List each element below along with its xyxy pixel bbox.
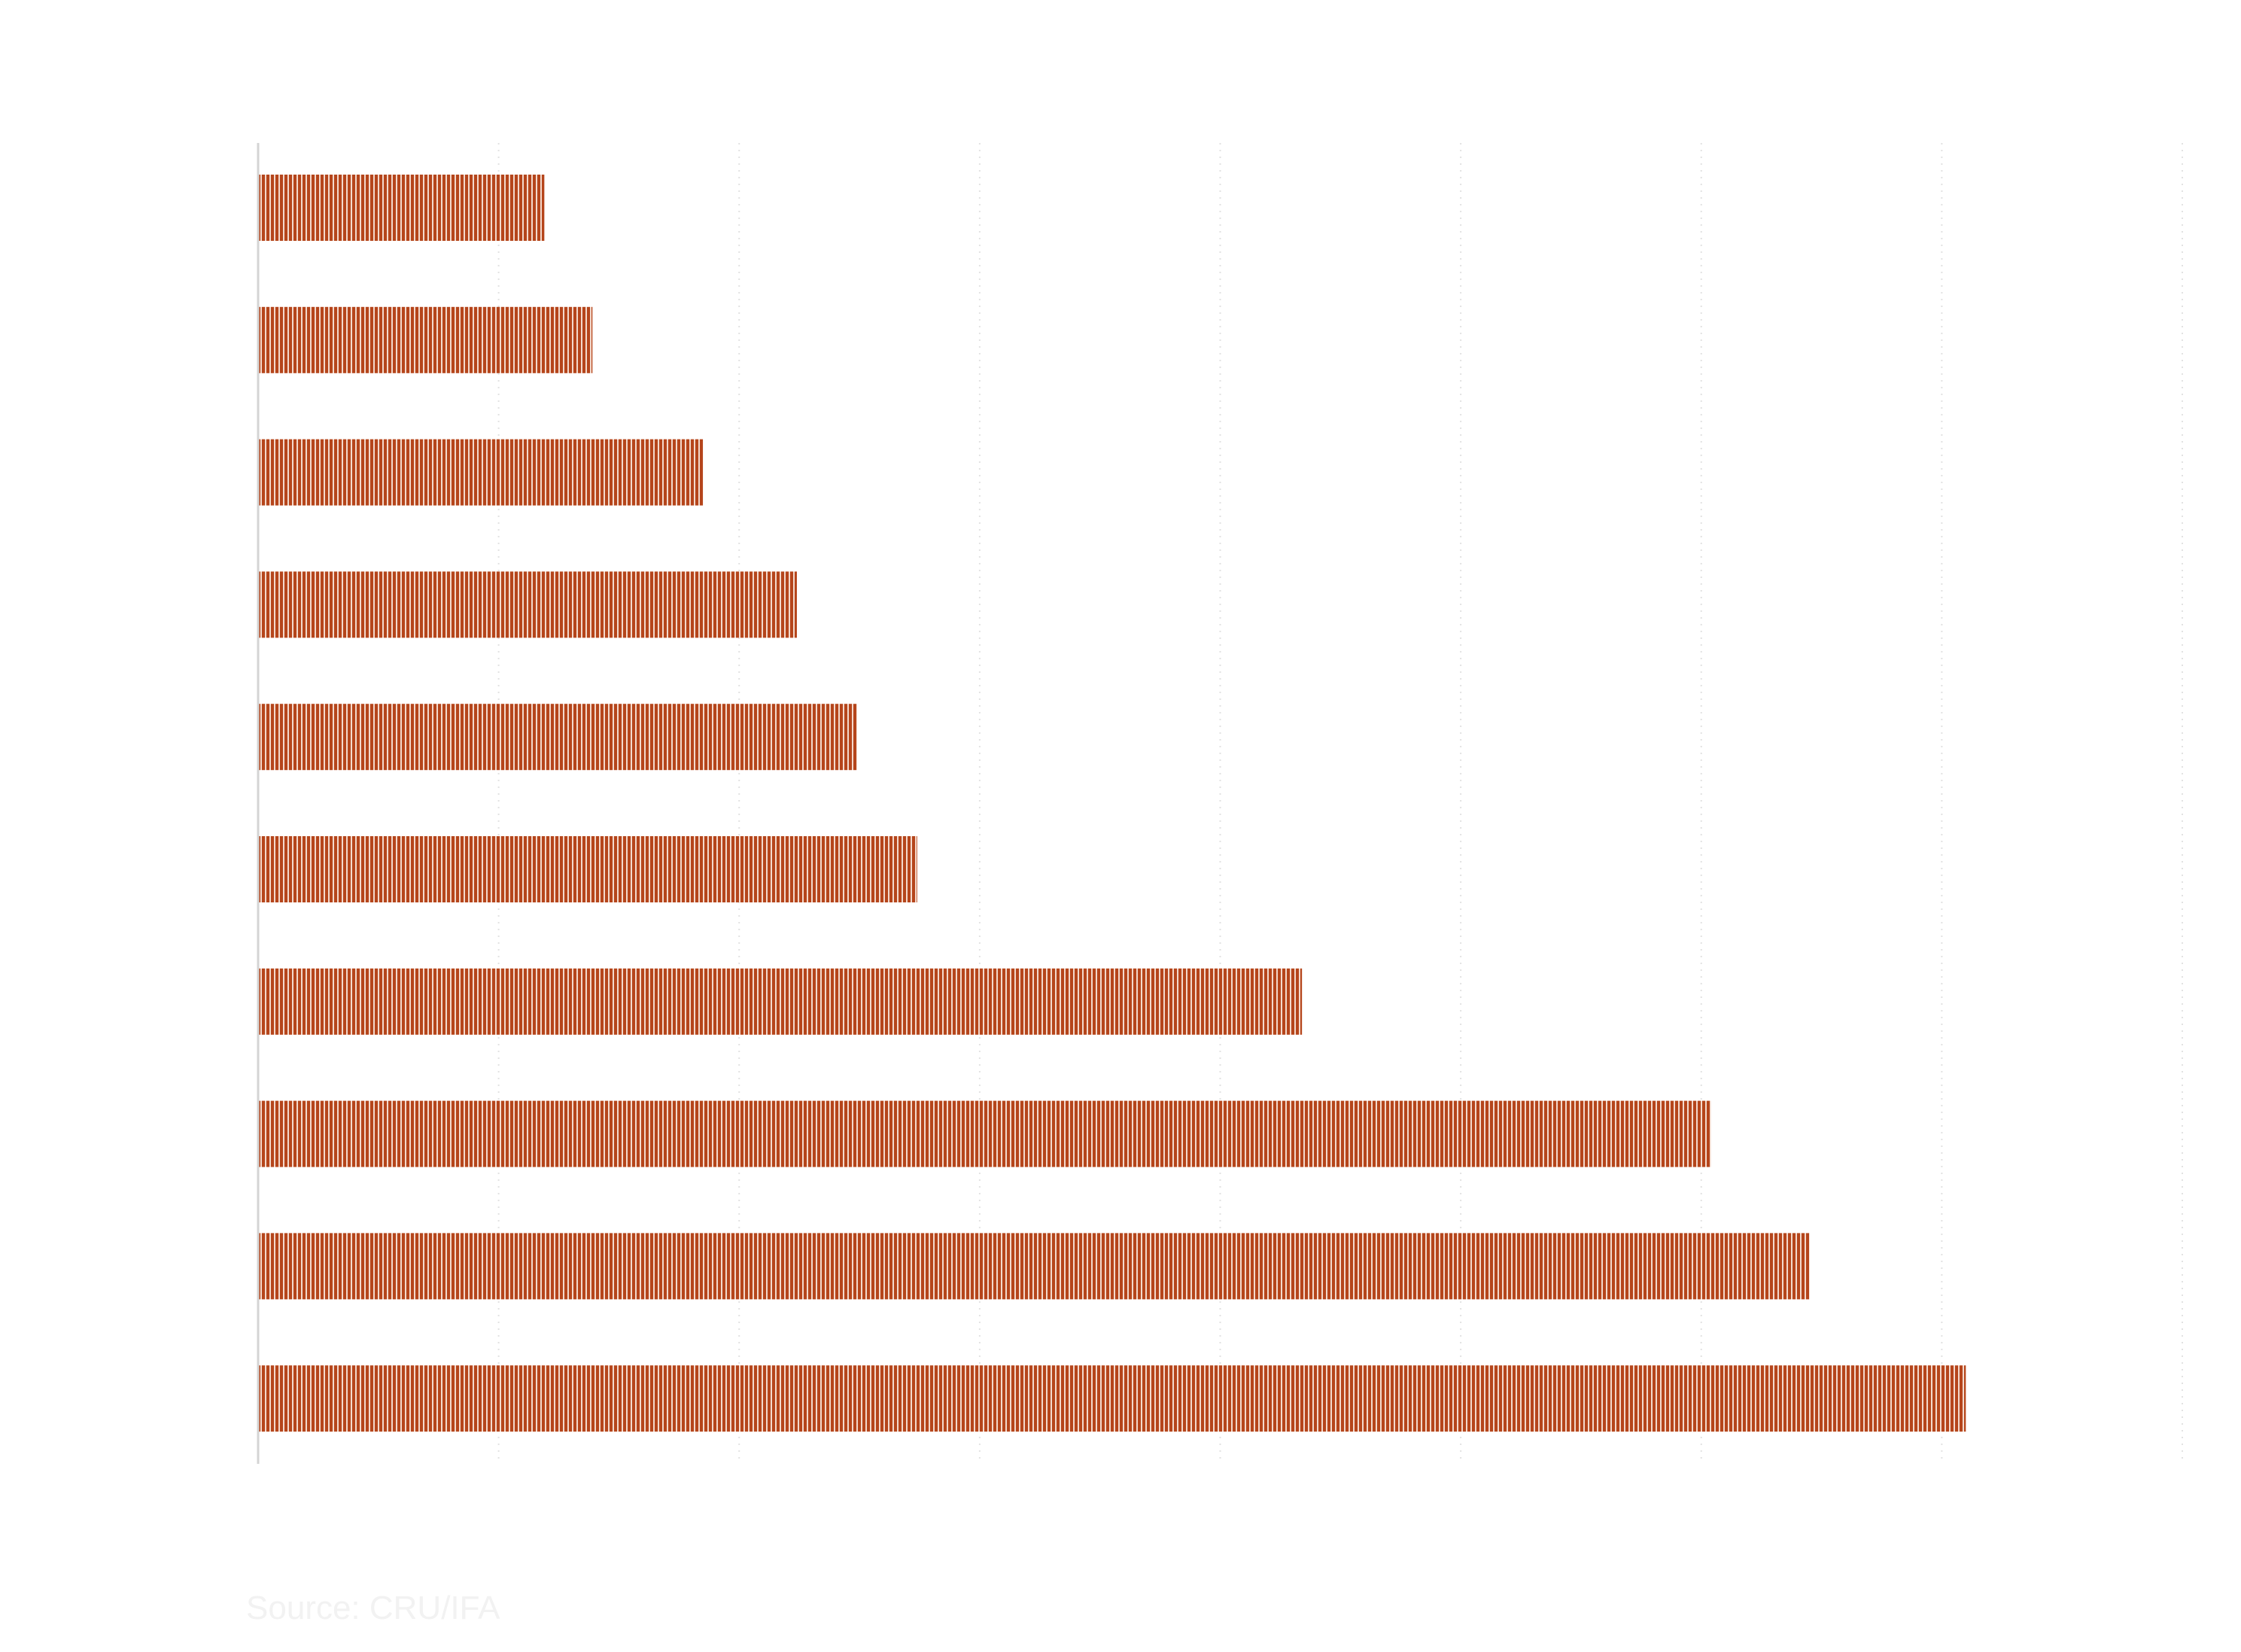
- bar: [258, 175, 545, 241]
- bar: [258, 571, 797, 638]
- bar: [258, 1100, 1711, 1167]
- source-note: Source: CRU/IFA: [246, 1590, 500, 1626]
- bar: [258, 968, 1303, 1035]
- bar: [258, 439, 704, 506]
- bar: [258, 1233, 1810, 1300]
- bar: [258, 1365, 1966, 1432]
- bars: [258, 175, 1966, 1432]
- bar: [258, 306, 593, 373]
- bar: [258, 704, 857, 771]
- bar: [258, 836, 917, 902]
